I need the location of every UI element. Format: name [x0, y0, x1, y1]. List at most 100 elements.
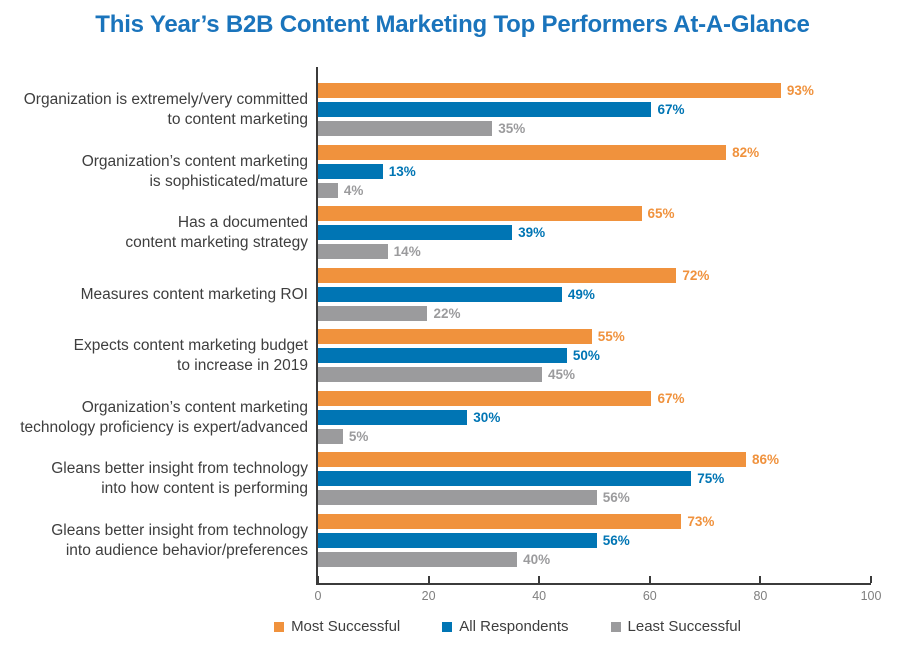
category-label: Organization’s content marketing technol… [20, 398, 308, 436]
legend-label: Most Successful [291, 618, 401, 635]
bar-group: 73% 56% 40% [318, 514, 871, 567]
bar-row: 67% [318, 102, 871, 117]
legend-label: Least Successful [627, 618, 741, 635]
bar-row: 86% [318, 452, 871, 467]
bar-value-label: 72% [682, 268, 710, 283]
bar-value-label: 45% [547, 367, 575, 382]
plot-area: 93% 67% 35% 82% 13% 4% 65% 39% 14% 72% 49% 22% 55% 50… [315, 67, 881, 603]
bar-all-respondents [318, 348, 567, 363]
bar-row: 4% [318, 183, 871, 198]
bar-least-successful [318, 552, 518, 567]
x-tick-mark [317, 576, 319, 583]
bar-least-successful [318, 429, 343, 444]
x-tick-label: 0 [314, 589, 322, 603]
legend-label: All Respondents [459, 618, 569, 635]
x-tick-mark [759, 576, 762, 583]
bar-all-respondents [318, 225, 513, 240]
bar-row: 50% [318, 348, 871, 363]
legend-swatch [442, 621, 453, 632]
bar-all-respondents [318, 102, 652, 117]
bar-row: 30% [318, 410, 871, 425]
bar-most-successful [318, 206, 642, 221]
category-label: Organization is extremely/very committed… [23, 90, 308, 128]
bar-group: 67% 30% 5% [318, 391, 871, 444]
bar-value-label: 93% [786, 83, 814, 98]
bar-group: 72% 49% 22% [318, 268, 871, 321]
bar-value-label: 49% [567, 287, 595, 302]
bar-value-label: 73% [687, 514, 715, 529]
bar-row: 39% [318, 225, 871, 240]
bar-row: 72% [318, 268, 871, 283]
bar-all-respondents [318, 533, 597, 548]
bar-row: 49% [318, 287, 871, 302]
x-tick-mark [870, 576, 872, 583]
bar-value-label: 67% [657, 391, 685, 406]
bar-group: 65% 39% 14% [318, 206, 871, 259]
bar-most-successful [318, 391, 652, 406]
bar-row: 14% [318, 244, 871, 259]
bar-value-label: 14% [393, 244, 421, 259]
bar-value-label: 4% [343, 183, 364, 198]
bar-most-successful [318, 268, 677, 283]
bar-row: 67% [318, 391, 871, 406]
legend-swatch [274, 621, 285, 632]
bar-row: 45% [318, 367, 871, 382]
bar-value-label: 75% [697, 471, 725, 486]
bar-most-successful [318, 452, 747, 467]
bar-least-successful [318, 367, 542, 382]
x-tick-label: 60 [642, 589, 657, 603]
bar-most-successful [318, 514, 682, 529]
bar-row: 93% [318, 83, 871, 98]
bar-most-successful [318, 145, 727, 160]
legend-swatch [610, 621, 621, 632]
category-label: Organization’s content marketing is soph… [81, 152, 308, 190]
chart-title: This Year’s B2B Content Marketing Top Pe… [95, 11, 810, 38]
bar-value-label: 39% [518, 225, 546, 240]
bar-value-label: 13% [388, 164, 416, 179]
bar-row: 5% [318, 429, 871, 444]
bar-row: 82% [318, 145, 871, 160]
category-label: Has a documented content marketing strat… [125, 213, 308, 251]
x-tick-label: 100 [860, 589, 882, 603]
bar-value-label: 56% [602, 533, 630, 548]
bar-least-successful [318, 306, 428, 321]
category-labels: Organization is extremely/very committed… [8, 67, 308, 583]
bar-row: 75% [318, 471, 871, 486]
bar-value-label: 22% [433, 306, 461, 321]
bar-group: 93% 67% 35% [318, 83, 871, 136]
bar-value-label: 82% [732, 145, 760, 160]
bar-most-successful [318, 83, 781, 98]
bar-value-label: 30% [473, 410, 501, 425]
category-label: Gleans better insight from technology in… [51, 459, 308, 497]
bar-value-label: 35% [498, 121, 526, 136]
bar-value-label: 56% [602, 490, 630, 505]
bar-row: 22% [318, 306, 871, 321]
legend-item-least-successful: Least Successful [610, 618, 741, 635]
bar-value-label: 65% [647, 206, 675, 221]
bar-group: 55% 50% 45% [318, 329, 871, 382]
bar-all-respondents [318, 287, 562, 302]
bar-value-label: 50% [572, 348, 600, 363]
bar-row: 35% [318, 121, 871, 136]
x-tick-label: 80 [753, 589, 768, 603]
category-label: Expects content marketing budget to incr… [73, 336, 308, 374]
bar-row: 13% [318, 164, 871, 179]
category-label: Measures content marketing ROI [80, 285, 308, 303]
bar-row: 56% [318, 533, 871, 548]
category-label: Gleans better insight from technology in… [51, 521, 308, 559]
bar-value-label: 55% [597, 329, 625, 344]
bar-value-label: 5% [348, 429, 369, 444]
legend: Most Successful All Respondents Least Succ… [110, 618, 905, 635]
bar-row: 55% [318, 329, 871, 344]
x-tick-label: 20 [421, 589, 436, 603]
bar-least-successful [318, 244, 388, 259]
bar-group: 86% 75% 56% [318, 452, 871, 505]
bar-row: 40% [318, 552, 871, 567]
bar-least-successful [318, 183, 338, 198]
bar-all-respondents [318, 471, 692, 486]
bar-most-successful [318, 329, 592, 344]
x-tick-mark [648, 576, 651, 583]
bar-all-respondents [318, 164, 383, 179]
bar-row: 65% [318, 206, 871, 221]
